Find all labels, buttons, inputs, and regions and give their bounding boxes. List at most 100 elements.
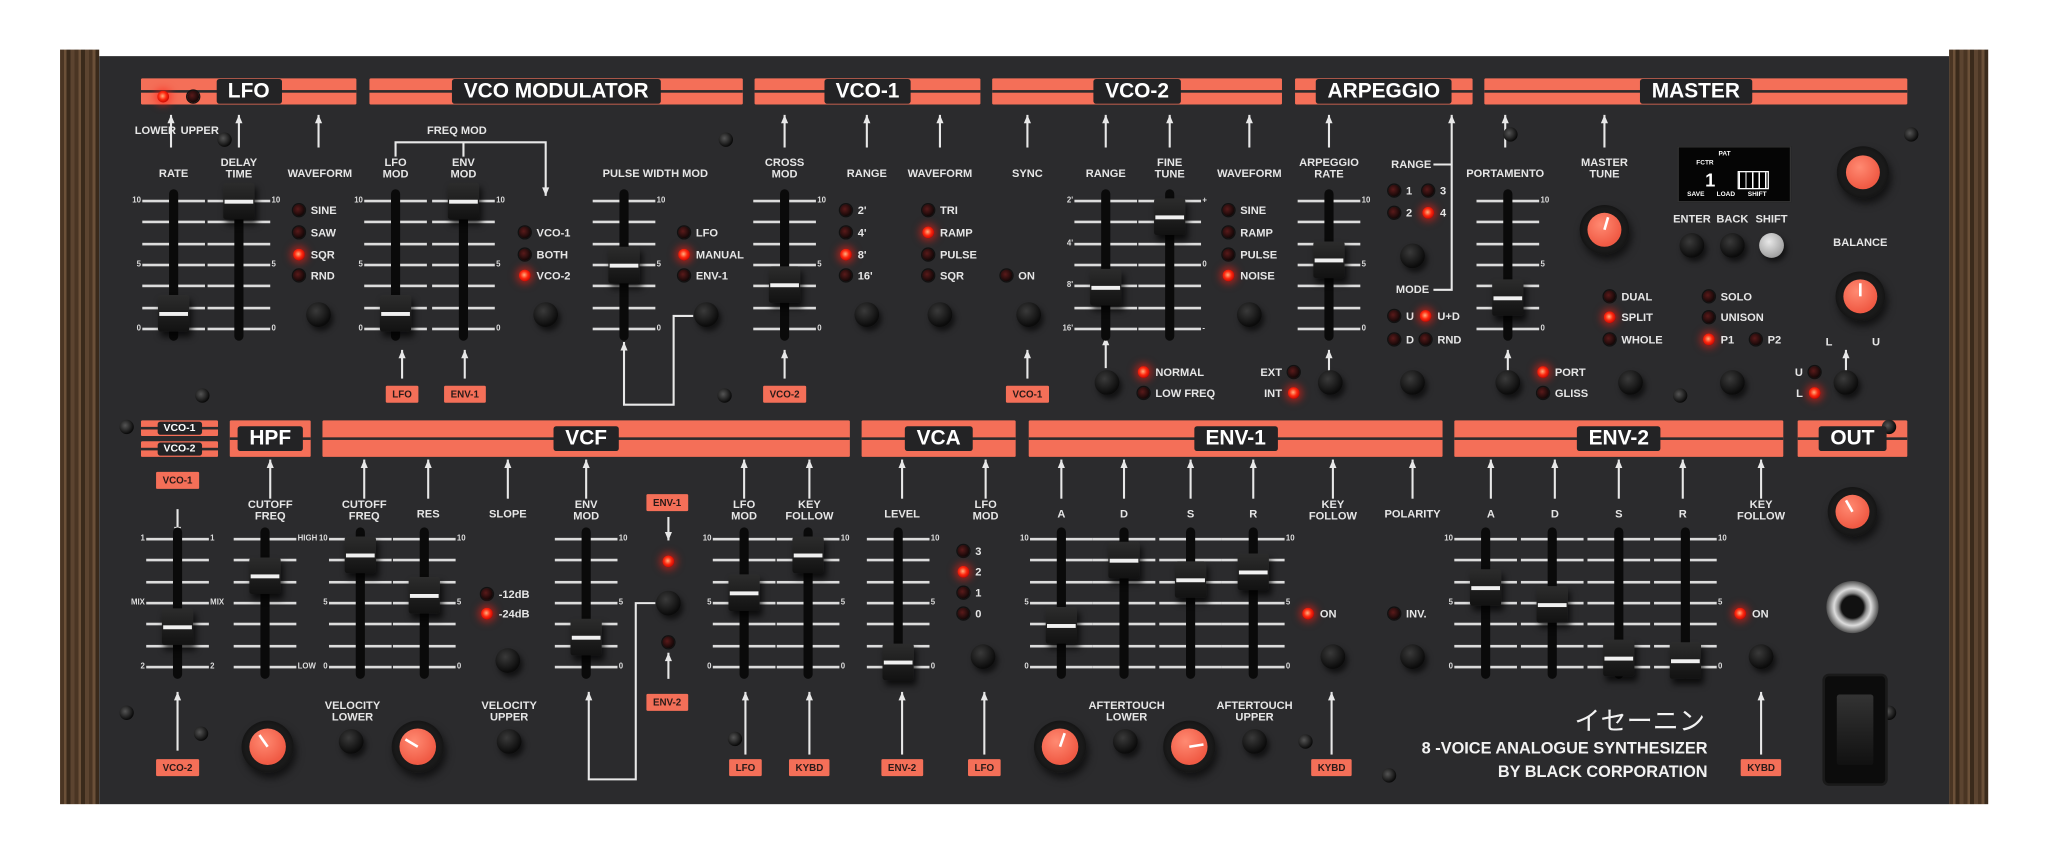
knob-master-volume[interactable] (1836, 146, 1890, 199)
slider-handle-fine-tune[interactable] (1154, 198, 1186, 235)
led-label-ar-1[interactable]: 1 (1406, 184, 1413, 198)
enter-button[interactable] (1679, 233, 1705, 258)
env2-key-follow-button[interactable] (1748, 644, 1774, 670)
arp-range-button[interactable] (1400, 243, 1425, 269)
power-rocker[interactable] (1836, 694, 1874, 766)
knob-master-tune[interactable] (1579, 204, 1630, 255)
ext-int-button[interactable] (1317, 370, 1343, 395)
slider-handle-vcf-cutoff[interactable] (344, 536, 376, 573)
led-label-lfo-sine[interactable]: SINE (310, 203, 337, 217)
slider-track-env2-s[interactable] (1614, 527, 1624, 679)
led-label-slope-24[interactable]: -24dB (498, 607, 530, 621)
slider-handle-env2-d[interactable] (1536, 586, 1568, 623)
knob-hpf-velocity-lower[interactable] (241, 720, 294, 773)
led-label-km-unison[interactable]: UNISON (1720, 310, 1764, 324)
slider-track-env1-s[interactable] (1186, 527, 1196, 679)
led-label-pwm-lfo[interactable]: LFO (695, 225, 719, 239)
slider-handle-res[interactable] (408, 577, 440, 614)
led-label-port[interactable]: PORT (1554, 365, 1586, 379)
arp-mode-button[interactable] (1400, 370, 1425, 395)
slider-handle-vcf-key-follow[interactable] (792, 536, 824, 573)
led-label-vca-2[interactable]: 2 (975, 565, 982, 579)
led-label-r1-4[interactable]: 4' (857, 225, 867, 239)
slider-handle-env-mod[interactable] (447, 182, 480, 220)
key-mode-button[interactable] (1719, 370, 1745, 395)
led-label-gliss[interactable]: GLISS (1554, 386, 1589, 400)
output-jack[interactable] (1826, 580, 1879, 634)
slider-track-vco-mix[interactable] (172, 527, 183, 679)
led-label-w2-sine[interactable]: SINE (1240, 203, 1267, 217)
led-label-slope-12[interactable]: -12dB (498, 587, 530, 601)
power-switch[interactable] (1825, 676, 1886, 784)
slider-handle-env1-s[interactable] (1174, 561, 1207, 599)
slope-button[interactable] (495, 648, 521, 673)
back-button[interactable] (1719, 233, 1745, 258)
slider-handle-env2-a[interactable] (1469, 569, 1502, 607)
led-label-env2-kf-on[interactable]: ON (1751, 607, 1769, 621)
polarity-button[interactable] (1400, 644, 1425, 670)
led-label-w1-ramp[interactable]: RAMP (939, 225, 973, 239)
led-label-vca-1[interactable]: 1 (975, 586, 982, 600)
led-label-v2-lowfreq[interactable]: LOW FREQ (1155, 386, 1216, 400)
slider-handle-lfo-mod[interactable] (379, 295, 412, 332)
vco2-waveform-button[interactable] (1236, 302, 1262, 328)
slider-handle-vcf-lfo-mod[interactable] (728, 574, 760, 612)
led-label-v2-normal[interactable]: NORMAL (1155, 365, 1205, 379)
slider-handle-portamento[interactable] (1492, 278, 1524, 316)
led-label-w2-pulse[interactable]: PULSE (1240, 248, 1278, 262)
led-label-r1-8[interactable]: 8' (857, 248, 867, 262)
led-label-w1-sqr[interactable]: SQR (939, 268, 964, 282)
slider-handle-cross-mod[interactable] (768, 265, 801, 303)
slider-handle-env1-d[interactable] (1108, 541, 1140, 578)
led-label-w1-tri[interactable]: TRI (939, 203, 958, 217)
led-label-w2-ramp[interactable]: RAMP (1240, 225, 1273, 239)
led-label-vca-3[interactable]: 3 (975, 544, 982, 558)
slider-handle-lfo-delay[interactable] (223, 182, 255, 220)
led-label-vca-0[interactable]: 0 (975, 607, 982, 621)
knob-vcf-velocity-upper[interactable] (391, 720, 444, 773)
led-label-env1-kf-on[interactable]: ON (1319, 607, 1337, 621)
knob-cap[interactable] (1845, 155, 1880, 190)
slider-handle-env2-s[interactable] (1603, 639, 1635, 677)
led-label-pwm-env1[interactable]: ENV-1 (695, 268, 728, 282)
led-label-out-l[interactable]: L (1796, 386, 1803, 400)
lfo-waveform-button[interactable] (306, 302, 331, 328)
slider-handle-pwm[interactable] (608, 246, 640, 284)
env1-key-follow-button[interactable] (1320, 644, 1346, 670)
slider-track-portamento[interactable] (1503, 189, 1513, 341)
slider-handle-lfo-rate[interactable] (157, 295, 190, 332)
slider-handle-vca-level[interactable] (882, 643, 914, 681)
led-label-r1-16[interactable]: 16' (857, 268, 873, 282)
slider-track-vco2-range[interactable] (1101, 189, 1111, 341)
vco2-lfo-mode-button[interactable] (1094, 370, 1120, 395)
slider-track-env-mod[interactable] (458, 189, 469, 341)
portamento-button[interactable] (1495, 370, 1521, 395)
slider-track-lfo-rate[interactable] (169, 189, 179, 341)
vco1-waveform-button[interactable] (927, 302, 953, 328)
slider-track-vcf-env-mod[interactable] (581, 527, 591, 679)
slider-track-vcf-cutoff[interactable] (355, 527, 365, 679)
led-label-am-d[interactable]: D (1406, 332, 1415, 346)
slider-track-vca-level[interactable] (893, 527, 903, 679)
sync-button[interactable] (1016, 302, 1042, 328)
led-label-lfo-saw[interactable]: SAW (310, 225, 336, 239)
vca-lfo-button[interactable] (970, 644, 996, 670)
led-label-km-p1[interactable]: P1 (1720, 332, 1735, 346)
knob-env-aftertouch-upper[interactable] (1163, 720, 1216, 773)
slider-handle-vco-mix[interactable] (161, 607, 194, 645)
led-label-am-u[interactable]: U (1406, 309, 1415, 323)
led-label-w2-noise[interactable]: NOISE (1240, 268, 1275, 282)
led-label-fm-both[interactable]: BOTH (536, 248, 569, 262)
led-label-am-ud[interactable]: U+D (1437, 309, 1460, 323)
aftertouch-upper-button[interactable] (1242, 729, 1267, 754)
led-label-lfo-rnd[interactable]: RND (310, 268, 335, 282)
slider-handle-env2-r[interactable] (1669, 642, 1702, 679)
knob-env-aftertouch-lower[interactable] (1033, 720, 1087, 773)
output-select-button[interactable] (1833, 370, 1859, 395)
slider-track-env1-d[interactable] (1119, 527, 1129, 679)
slider-handle-vcf-env-mod[interactable] (570, 619, 602, 656)
led-label-km-solo[interactable]: SOLO (1720, 289, 1753, 303)
slider-handle-hpf-cutoff[interactable] (249, 557, 281, 595)
slider-track-vcf-key-follow[interactable] (803, 527, 813, 679)
led-label-ar-3[interactable]: 3 (1439, 184, 1447, 198)
